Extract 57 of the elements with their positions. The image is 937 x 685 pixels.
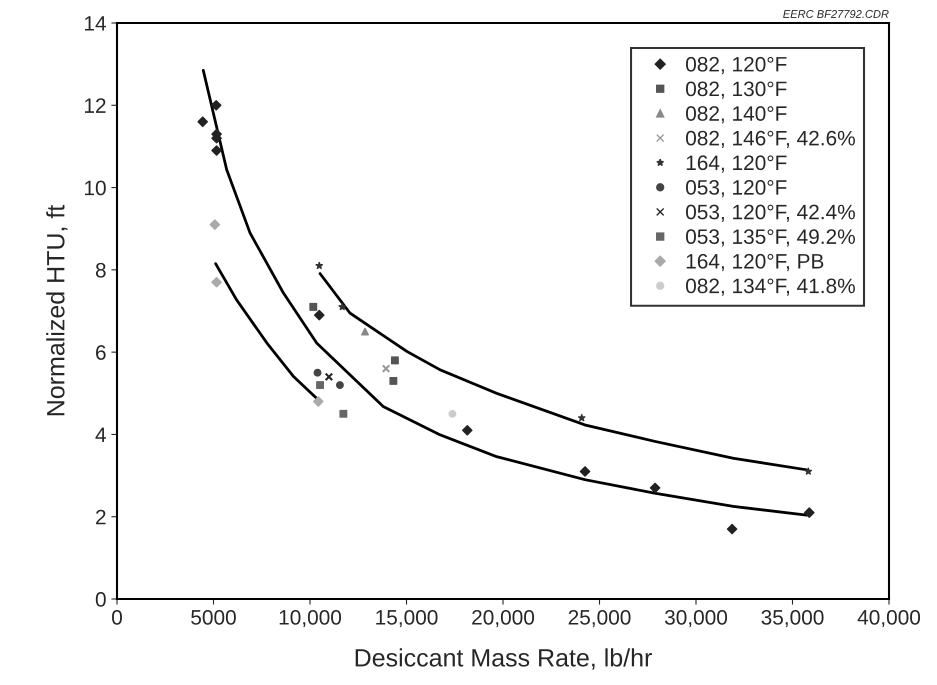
x-tick-label: 35,000 bbox=[761, 610, 824, 628]
legend-label: 164, 120°F bbox=[686, 155, 787, 173]
legend-label: 053, 120°F bbox=[686, 180, 787, 198]
point bbox=[804, 468, 812, 475]
legend-label: 082, 120°F bbox=[686, 56, 787, 74]
x-tick-label: 20,000 bbox=[472, 610, 534, 628]
x-tick-label: 30,000 bbox=[664, 610, 728, 628]
x-tick-label: 5000 bbox=[191, 610, 236, 625]
point bbox=[312, 396, 324, 407]
x-tick-label: 0 bbox=[112, 610, 122, 625]
point bbox=[211, 276, 222, 288]
point bbox=[361, 328, 369, 336]
x-tick-label: 15,000 bbox=[376, 610, 438, 628]
point bbox=[390, 356, 399, 364]
text: EERC BF27792.CDR bbox=[783, 10, 889, 18]
point bbox=[314, 368, 322, 377]
point bbox=[389, 376, 398, 385]
y-tick-label: 10 bbox=[85, 180, 106, 196]
legend-label: 082, 140°F bbox=[686, 106, 787, 124]
y-tick-label: 6 bbox=[96, 345, 106, 360]
legend-label: 164, 120°F, PB bbox=[686, 254, 824, 272]
y-tick-label: 2 bbox=[96, 510, 106, 524]
point bbox=[324, 372, 334, 382]
point bbox=[650, 482, 660, 494]
point bbox=[804, 507, 815, 518]
x-tick-label: 25,000 bbox=[568, 610, 631, 628]
y-tick-label: 0 bbox=[96, 592, 106, 607]
point bbox=[211, 145, 222, 156]
point bbox=[338, 302, 346, 310]
point bbox=[578, 414, 586, 422]
legend-label: 053, 135°F, 49.2% bbox=[686, 229, 855, 246]
point bbox=[309, 302, 318, 311]
legend-label: 082, 146°F, 42.6% bbox=[686, 130, 855, 148]
point bbox=[210, 219, 220, 230]
y-tick-label: 12 bbox=[85, 98, 106, 113]
y-axis-title: Normalized HTU, ft bbox=[46, 204, 68, 416]
y-tick-label: 8 bbox=[96, 262, 106, 278]
point bbox=[336, 381, 344, 390]
legend-label: 082, 134°F, 41.8% bbox=[686, 278, 855, 296]
point bbox=[197, 116, 208, 128]
x-axis-title: Desiccant Mass Rate, lb/hr bbox=[356, 648, 652, 670]
point bbox=[315, 262, 324, 270]
point bbox=[726, 524, 738, 534]
point bbox=[316, 381, 324, 390]
point bbox=[580, 466, 590, 477]
point bbox=[382, 364, 390, 373]
y-tick-label: 4 bbox=[95, 428, 106, 442]
point bbox=[314, 310, 325, 320]
point bbox=[448, 410, 456, 418]
legend-label: 082, 130°F bbox=[686, 82, 787, 99]
legend-label: 053, 120°F, 42.4% bbox=[686, 204, 855, 222]
x-tick-label: 10,000 bbox=[280, 610, 342, 628]
point bbox=[339, 410, 348, 418]
y-tick-label: 14 bbox=[85, 16, 106, 31]
point bbox=[462, 425, 473, 436]
x-tick-label: 40,000 bbox=[858, 610, 920, 628]
point bbox=[210, 100, 222, 111]
